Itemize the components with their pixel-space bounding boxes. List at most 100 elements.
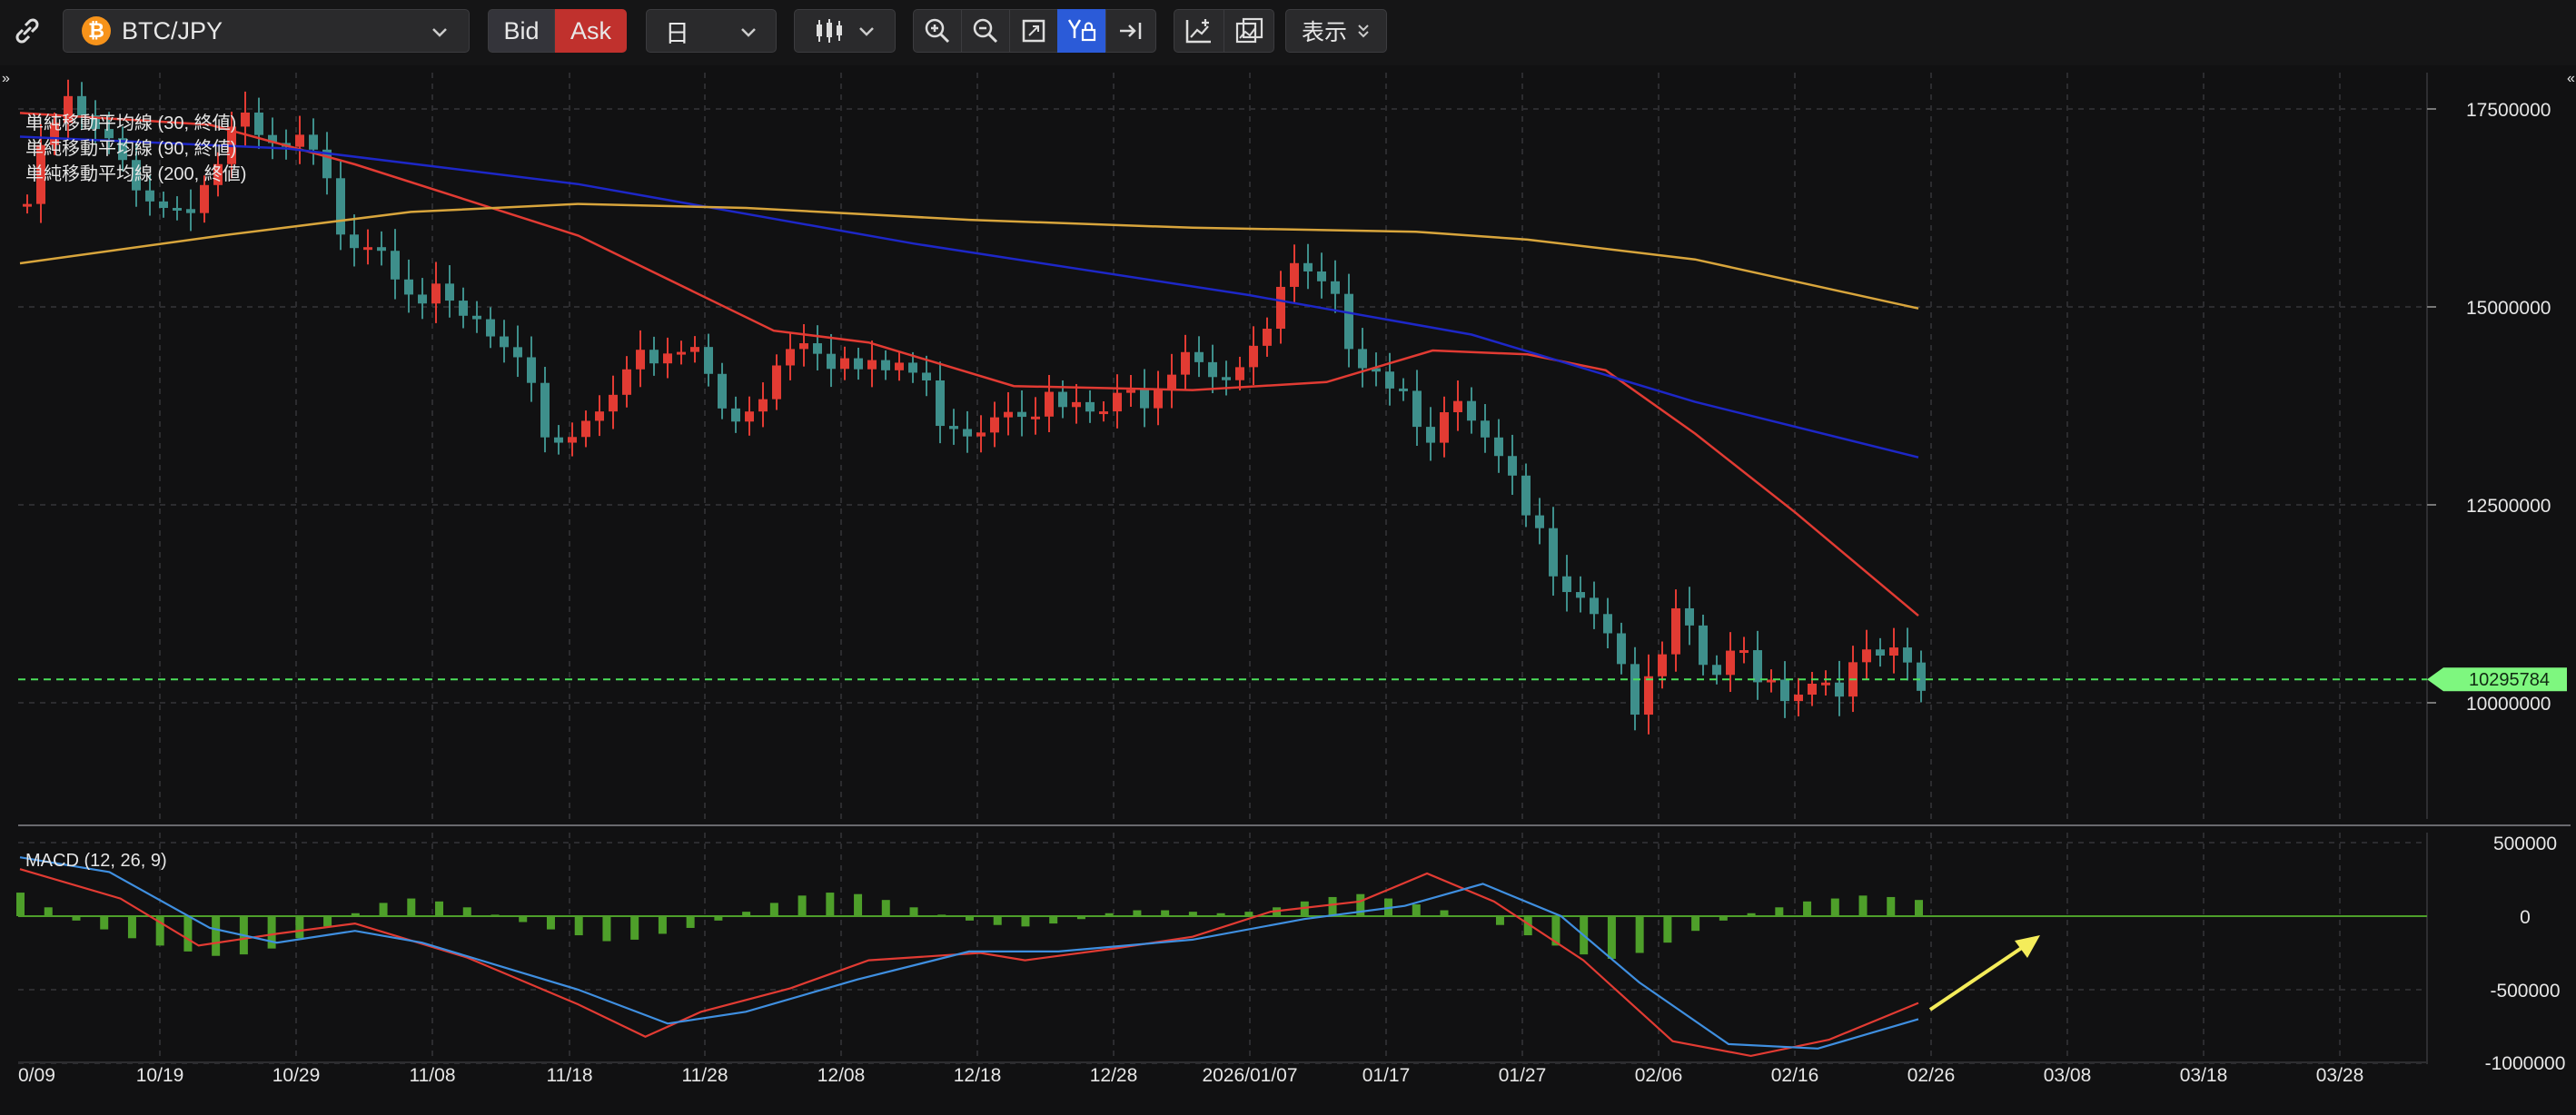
macd-histogram-bar	[1858, 895, 1868, 916]
time-tick-label: 02/06	[1635, 1065, 1683, 1086]
ask-button[interactable]: Ask	[555, 9, 627, 53]
zoom-out-icon[interactable]	[961, 9, 1010, 53]
macd-histogram-bar	[658, 916, 667, 934]
candle	[1303, 243, 1313, 290]
candle	[936, 361, 945, 444]
candle	[895, 351, 904, 381]
candle	[350, 214, 359, 267]
legend-macd[interactable]: MACD (12, 26, 9)	[25, 851, 167, 871]
sma-line-0	[19, 112, 1919, 617]
candle	[581, 410, 590, 448]
candle	[677, 340, 686, 365]
candle	[1903, 627, 1912, 681]
macd-histogram-bar	[1049, 916, 1058, 924]
zoom-in-icon[interactable]	[913, 9, 962, 53]
macd-histogram-bar	[1635, 916, 1644, 953]
candle	[1780, 661, 1789, 718]
candle	[554, 425, 563, 455]
display-menu-button[interactable]: 表示	[1285, 9, 1387, 53]
candle	[254, 97, 263, 150]
macd-histogram-bar	[44, 907, 53, 916]
time-tick-label: 03/08	[2044, 1065, 2092, 1086]
candle	[1821, 670, 1830, 696]
candle	[77, 82, 86, 129]
candle	[1481, 404, 1490, 453]
compare-icon[interactable]	[1224, 9, 1274, 53]
candle	[431, 261, 441, 323]
candle	[1726, 632, 1735, 693]
timeframe-selector[interactable]: 日	[646, 9, 777, 53]
candle	[173, 196, 182, 221]
candle	[799, 324, 808, 367]
link-icon[interactable]	[5, 9, 49, 53]
collapse-left-icon[interactable]: »	[2, 71, 10, 86]
candle	[418, 278, 427, 320]
macd-histogram-bar	[1663, 916, 1672, 943]
chevron-down-icon	[859, 27, 874, 36]
candle	[91, 100, 100, 143]
candle	[23, 194, 32, 214]
candle	[1140, 369, 1149, 428]
macd-histogram-bar	[881, 900, 890, 916]
scroll-to-end-icon[interactable]	[1105, 9, 1156, 53]
candle	[854, 347, 863, 380]
price-tick-label: 10000000	[2466, 694, 2551, 715]
macd-histogram-bar	[742, 912, 751, 916]
candle	[1521, 463, 1531, 528]
candle	[1426, 407, 1435, 461]
macd-histogram-bar	[714, 916, 723, 921]
macd-histogram-bar	[407, 898, 416, 916]
candle	[64, 79, 73, 139]
candle	[622, 356, 631, 408]
candle	[1085, 390, 1095, 423]
symbol-selector[interactable]: ₿ BTC/JPY	[63, 9, 470, 53]
time-tick-label: 11/08	[410, 1065, 456, 1086]
macd-histogram-bar	[686, 916, 695, 928]
bid-button[interactable]: Bid	[488, 9, 555, 53]
macd-histogram-bar	[1105, 913, 1114, 916]
collapse-right-icon[interactable]: «	[2567, 71, 2575, 86]
sma-line-1	[19, 135, 1919, 459]
macd-histogram-bar	[966, 916, 974, 921]
candle	[36, 123, 45, 223]
candle	[1739, 636, 1749, 664]
time-tick-label: 03/18	[2180, 1065, 2228, 1086]
macd-histogram-bar	[1188, 912, 1197, 916]
time-tick-label: 03/28	[2316, 1065, 2364, 1086]
candle	[1576, 576, 1585, 613]
candle	[1590, 581, 1599, 629]
macd-histogram-bar	[323, 916, 332, 927]
candle	[391, 229, 400, 300]
fit-screen-icon[interactable]	[1009, 9, 1058, 53]
candle	[1004, 391, 1013, 436]
macd-histogram-bar	[490, 914, 500, 916]
candle	[1385, 352, 1394, 406]
candle	[663, 337, 672, 379]
legend-sma30[interactable]: 単純移動平均線 (30, 終値)	[25, 113, 236, 133]
candle	[908, 351, 917, 383]
candle	[1263, 317, 1272, 357]
candle	[1453, 380, 1462, 431]
candle	[540, 367, 550, 453]
chart-area[interactable]: » « 17500000 15000000 12500000 10000000 500…	[0, 65, 2576, 1115]
candle	[1862, 629, 1871, 681]
add-indicator-icon[interactable]	[1174, 9, 1224, 53]
candle	[1808, 672, 1817, 706]
macd-histogram-bar	[1775, 907, 1784, 916]
candle	[718, 362, 727, 419]
y-axis-lock-icon[interactable]	[1057, 9, 1106, 53]
candle	[1549, 507, 1558, 597]
legend-sma200[interactable]: 単純移動平均線 (200, 終値)	[25, 163, 246, 184]
candle	[1017, 390, 1026, 437]
time-tick-label: 01/17	[1362, 1065, 1411, 1086]
macd-histogram-bar	[769, 903, 778, 916]
chart-type-selector[interactable]	[794, 9, 896, 53]
legend-sma90[interactable]: 単純移動平均線 (90, 終値)	[25, 138, 236, 159]
macd-histogram-bar	[519, 916, 528, 923]
candle	[772, 354, 781, 410]
candle	[377, 231, 386, 266]
macd-histogram-bar	[155, 916, 164, 946]
candle	[1031, 397, 1040, 435]
macd-histogram-bar	[1495, 916, 1504, 925]
last-price-marker: 10295784	[2427, 667, 2567, 692]
